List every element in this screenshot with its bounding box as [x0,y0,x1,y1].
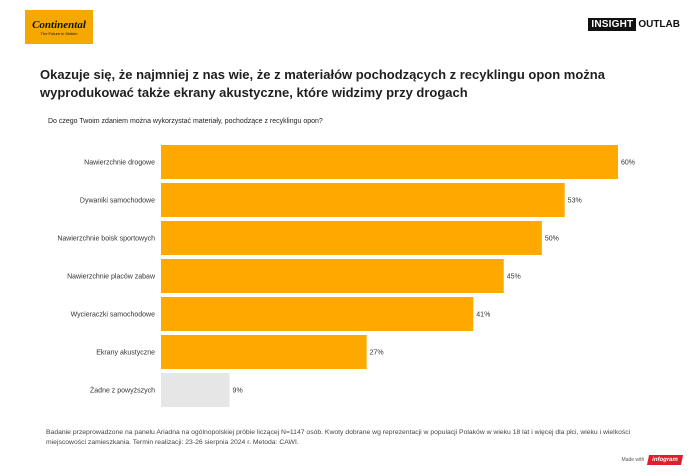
bar-7 [161,373,230,407]
value-label-5: 41% [476,312,490,319]
bar-chart: Nawierzchnie drogowe 60% Dywaniki samochod… [57,145,635,407]
bar-6 [161,335,367,369]
category-label-4: Nawierzchnie placów zabaw [67,274,156,281]
bar-1 [161,145,618,179]
made-with-label: Made with [621,457,645,463]
category-label-3: Nawierzchnie boisk sportowych [57,236,155,243]
bar-2 [161,183,565,217]
value-label-4: 45% [507,274,521,281]
infogram-logo: infogram [647,455,684,465]
insight-outlab-logo: INSIGHT OUTLAB [588,17,680,31]
bar-5 [161,297,474,331]
partner-logo-left: INSIGHT [588,17,637,31]
category-label-1: Nawierzchnie drogowe [84,160,155,167]
value-label-2: 53% [568,198,582,205]
category-label-6: Ekrany akustyczne [96,350,155,357]
made-with-infogram[interactable]: Made with infogram [621,455,684,465]
headline: Okazuje się, że najmniej z nas wie, że z… [40,67,605,100]
partner-logo-right: OUTLAB [638,18,680,30]
value-label-3: 50% [545,236,559,243]
methodology-footnote: Badanie przeprowadzone na panelu Ariadna… [46,429,631,446]
bar-4 [161,259,504,293]
category-label-2: Dywaniki samochodowe [80,198,155,205]
continental-logo: Continental The Future in Motion [25,10,93,44]
logo-tagline: The Future in Motion [40,30,78,36]
category-label-7: Żadne z powyższych [90,386,155,395]
survey-question: Do czego Twoim zdaniem można wykorzystać… [48,118,323,125]
value-label-1: 60% [621,160,635,167]
bar-3 [161,221,542,255]
value-label-6: 27% [370,350,384,357]
value-label-7: 9% [233,388,243,395]
logo-name: Continental [32,18,86,31]
category-label-5: Wycieraczki samochodowe [71,312,155,319]
